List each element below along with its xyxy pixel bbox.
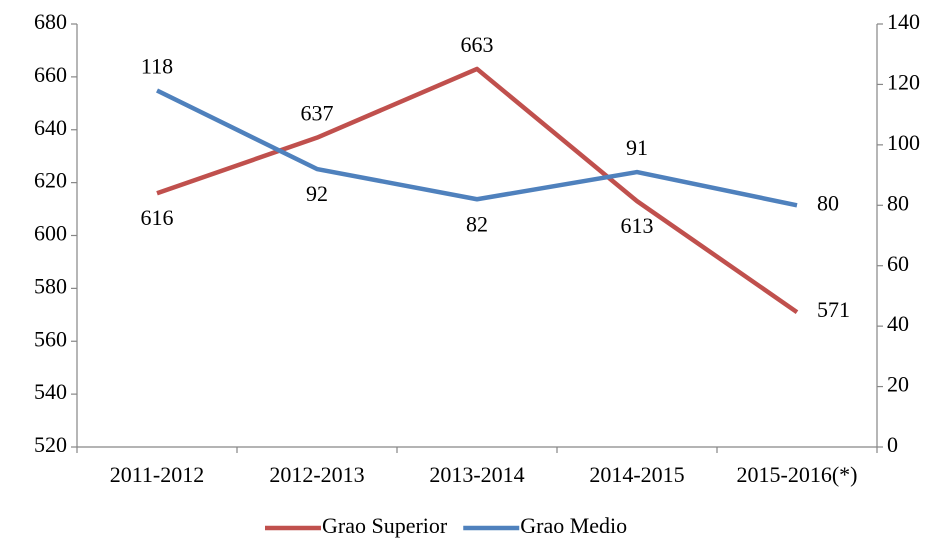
y-tick-label: 580 xyxy=(34,273,67,298)
y2-tick-label: 20 xyxy=(887,372,909,397)
y2-tick-label: 40 xyxy=(887,311,909,336)
y-tick-label: 620 xyxy=(34,168,67,193)
x-tick-label: 2015-2016(*) xyxy=(737,462,858,487)
data-label: 91 xyxy=(626,135,648,160)
x-tick-label: 2013-2014 xyxy=(429,462,524,487)
y-tick-label: 520 xyxy=(34,432,67,457)
x-tick-label: 2011-2012 xyxy=(110,462,205,487)
data-label: 663 xyxy=(461,32,494,57)
legend-label: Grao Superior xyxy=(322,513,448,538)
y-tick-label: 560 xyxy=(34,326,67,351)
y2-tick-label: 80 xyxy=(887,190,909,215)
y-tick-label: 540 xyxy=(34,379,67,404)
data-label: 82 xyxy=(466,211,488,236)
series-line xyxy=(156,66,799,315)
x-tick-label: 2014-2015 xyxy=(589,462,684,487)
legend-label: Grao Medio xyxy=(520,513,627,538)
y2-tick-label: 140 xyxy=(887,9,920,34)
data-label: 637 xyxy=(301,101,334,126)
y-tick-label: 680 xyxy=(34,9,67,34)
y-tick-label: 600 xyxy=(34,221,67,246)
y2-tick-label: 60 xyxy=(887,251,909,276)
data-label: 616 xyxy=(141,205,174,230)
data-label: 571 xyxy=(817,297,850,322)
y-tick-label: 660 xyxy=(34,62,67,87)
y2-tick-label: 120 xyxy=(887,69,920,94)
y-tick-label: 640 xyxy=(34,115,67,140)
y2-tick-label: 0 xyxy=(887,432,898,457)
data-label: 118 xyxy=(141,54,173,79)
x-tick-label: 2012-2013 xyxy=(269,462,364,487)
series-line xyxy=(156,88,798,208)
data-label: 92 xyxy=(306,181,328,206)
data-label: 613 xyxy=(621,213,654,238)
y2-tick-label: 100 xyxy=(887,130,920,155)
data-label: 80 xyxy=(817,190,839,215)
